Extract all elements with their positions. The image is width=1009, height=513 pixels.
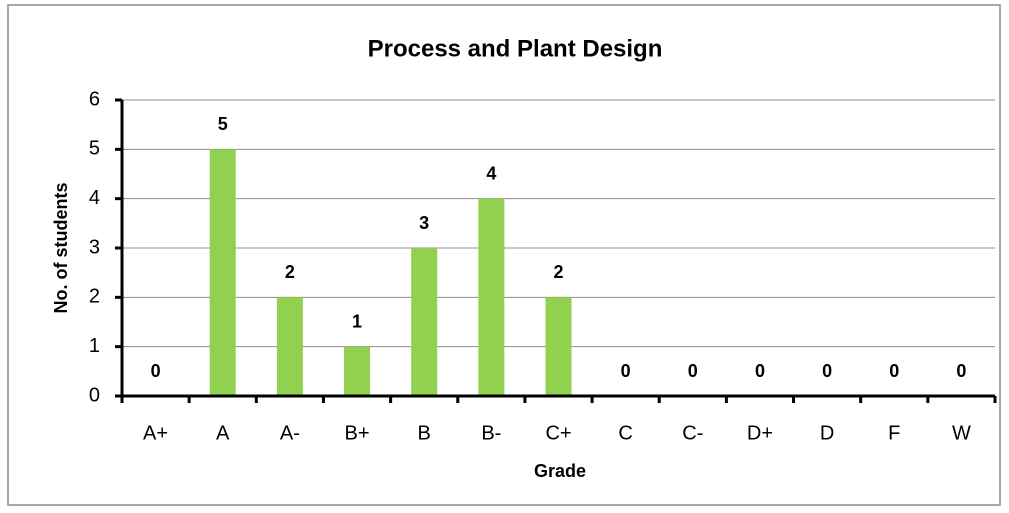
- x-tick-label: F: [888, 422, 900, 444]
- data-label: 0: [889, 361, 899, 381]
- bar: [478, 198, 505, 396]
- data-label: 1: [352, 311, 362, 331]
- bar: [545, 297, 572, 396]
- x-tick-label: A+: [143, 422, 168, 444]
- x-axis-label: Grade: [534, 461, 586, 481]
- y-tick-label: 3: [89, 236, 100, 258]
- data-label: 3: [419, 213, 429, 233]
- bar: [411, 248, 438, 396]
- data-label: 5: [218, 114, 228, 134]
- x-tick-label: D+: [747, 422, 773, 444]
- x-tick-label: W: [952, 422, 971, 444]
- x-tick-label: C: [618, 422, 632, 444]
- bar: [209, 149, 236, 396]
- y-tick-label: 4: [89, 187, 100, 209]
- x-tick-label: B+: [345, 422, 370, 444]
- data-label: 2: [553, 262, 563, 282]
- data-label: 0: [151, 361, 161, 381]
- y-tick-label: 0: [89, 384, 100, 406]
- y-tick-label: 6: [89, 88, 100, 110]
- x-tick-label: A-: [280, 422, 300, 444]
- x-tick-label: B: [418, 422, 431, 444]
- bar: [344, 346, 371, 396]
- data-label: 2: [285, 262, 295, 282]
- data-label: 0: [956, 361, 966, 381]
- x-tick-label: C-: [682, 422, 703, 444]
- data-label: 0: [621, 361, 631, 381]
- x-tick-label: B-: [481, 422, 501, 444]
- data-label: 4: [486, 163, 496, 183]
- y-tick-label: 1: [89, 335, 100, 357]
- data-label: 0: [822, 361, 832, 381]
- x-tick-label: C+: [545, 422, 571, 444]
- data-label: 0: [755, 361, 765, 381]
- x-tick-label: A: [216, 422, 230, 444]
- y-tick-label: 5: [89, 138, 100, 160]
- y-axis-label: No. of students: [51, 183, 71, 314]
- x-tick-label: D: [820, 422, 834, 444]
- data-label: 0: [688, 361, 698, 381]
- y-tick-label: 2: [89, 286, 100, 308]
- chart-title: Process and Plant Design: [368, 35, 663, 62]
- bar: [276, 297, 303, 396]
